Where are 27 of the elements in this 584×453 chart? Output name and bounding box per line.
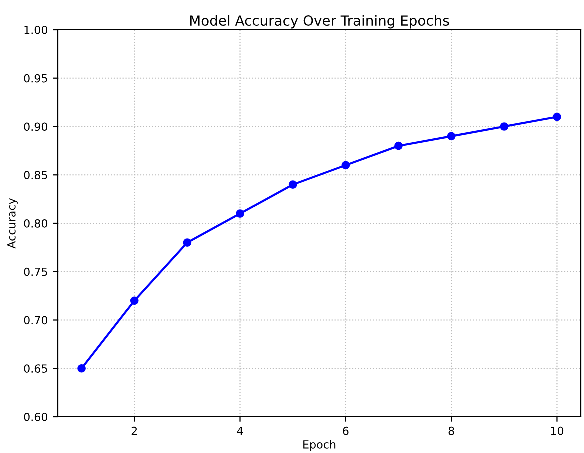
y-tick-label: 0.90 xyxy=(24,122,48,132)
y-tick-label: 0.60 xyxy=(24,412,48,422)
y-tick-label: 0.65 xyxy=(24,364,48,374)
point xyxy=(500,122,509,131)
x-tick-label: 8 xyxy=(448,426,454,436)
point xyxy=(553,112,562,122)
x-tick-label: 6 xyxy=(343,426,349,436)
point xyxy=(394,142,403,150)
point xyxy=(78,364,86,373)
y-tick-label: 1.00 xyxy=(24,26,48,34)
y-axis-title: Accuracy xyxy=(8,198,18,249)
point xyxy=(447,132,456,141)
x-tick-label: 4 xyxy=(237,427,244,436)
y-tick-label: 0.80 xyxy=(24,219,48,228)
y-tick-label: 0.70 xyxy=(24,316,48,325)
chart-title: Model Accuracy Over Training Epochs xyxy=(190,15,450,29)
x-tick-label: 10 xyxy=(551,426,564,436)
point xyxy=(342,161,350,170)
point xyxy=(288,180,298,189)
y-tick-label: 0.95 xyxy=(24,74,48,83)
point xyxy=(130,296,139,306)
point xyxy=(236,210,244,218)
y-tick-label: 0.85 xyxy=(24,171,48,180)
x-axis-title: Epoch xyxy=(304,440,336,452)
point xyxy=(183,238,192,248)
x-tick-label: 2 xyxy=(132,426,138,436)
y-tick-label: 0.75 xyxy=(24,268,48,276)
